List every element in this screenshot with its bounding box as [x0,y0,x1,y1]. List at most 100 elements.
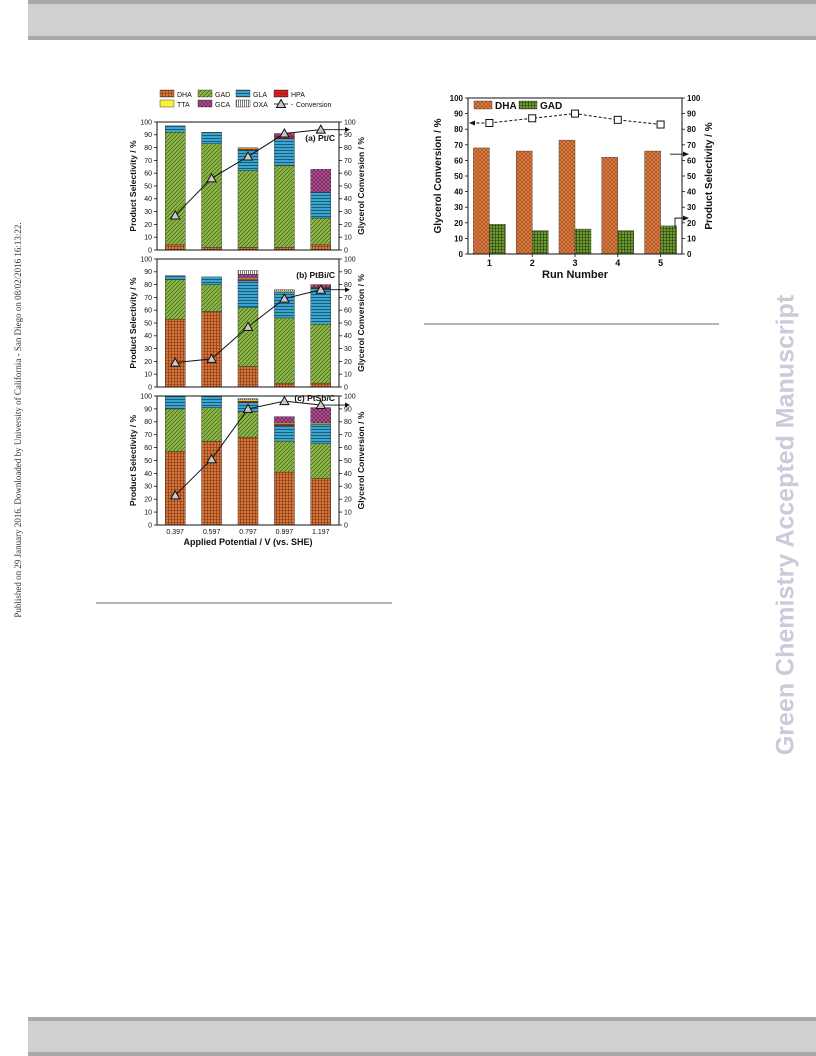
axis-arrowhead [345,127,350,133]
y2-tick-label: 10 [344,235,352,242]
x-tick-label: 1 [487,258,492,268]
y2-tick-label: 30 [344,209,352,216]
y2-tick-label: 90 [687,110,696,119]
bar-dha [237,437,259,526]
y2-tick-label: 30 [344,346,352,353]
conversion-marker [528,114,537,123]
bar-dha [237,366,259,388]
conversion-marker [315,124,327,134]
y2-tick-label: 100 [687,94,701,103]
y-tick-label: 40 [144,333,152,340]
bar-gla [164,395,186,410]
conversion-marker [242,151,254,161]
legend-label: DHA [177,92,192,99]
y-tick-label: 20 [454,219,463,228]
y2-tick-label: 80 [687,125,696,134]
conversion-marker [206,172,217,183]
y-tick-label: 0 [459,250,464,259]
y2-tick-label: 100 [344,256,356,263]
run-bar-dha [516,150,533,255]
conversion-marker [206,453,217,464]
y2-tick-label: 90 [344,406,352,413]
y-tick-label: 10 [144,372,152,379]
x-tick-label: 5 [658,258,663,268]
bar-gla [164,275,186,280]
y-tick-label: 20 [144,359,152,366]
bar-gad [237,170,259,248]
y2-tick-label: 60 [687,156,696,165]
y2-tick-label: 60 [344,308,352,315]
y-tick-label: 90 [144,269,152,276]
y-tick-label: 10 [454,234,463,243]
bar-gla [201,395,222,408]
y-tick-label: 100 [140,393,152,400]
y2-tick-label: 60 [344,171,352,178]
legend-swatch-dha [159,89,175,98]
legend-conversion-icon [275,98,287,108]
y2-tick-label: 70 [344,158,352,165]
y-tick-label: 10 [144,510,152,517]
y-tick-label: 90 [144,406,152,413]
conversion-marker [169,209,181,220]
conversion-marker [656,120,665,129]
y2-tick-label: 90 [344,269,352,276]
y-tick-label: 50 [144,320,152,327]
legend-label: TTA [177,102,190,109]
y-tick-label: 60 [144,308,152,315]
panel-label: (a) Pt/C [305,133,335,143]
y2-tick-label: 0 [344,247,348,254]
axis-arrowhead [345,402,350,408]
y-tick-label: 90 [144,132,152,139]
x-axis-label: Applied Potential / V (vs. SHE) [183,537,312,547]
legend-swatch-gla [235,89,251,98]
y-tick-label: 60 [454,156,463,165]
run-bar-gad [574,228,592,255]
y2-tick-label: 80 [344,282,352,289]
y-tick-label: 80 [144,282,152,289]
conversion-marker [485,118,494,127]
y2-tick-label: 40 [344,471,352,478]
axis-arrowhead [469,120,475,126]
figure-divider-right [424,323,719,325]
x-tick-label: 0.797 [239,529,257,536]
y-tick-label: 10 [144,235,152,242]
bar-gad [201,407,222,442]
y-axis-label: Product Selectivity / % [128,140,138,232]
bar-dha [274,382,295,388]
legend-swatch-gca [197,99,213,108]
bar-gla [310,192,331,219]
legend-dash: - [291,102,294,109]
y-tick-label: 30 [144,209,152,216]
conversion-marker [279,128,290,138]
run-bar-gad [532,230,549,255]
bar-gad [310,443,331,479]
bar-gla [164,125,186,133]
y2-tick-label: 10 [344,372,352,379]
x-tick-label: 1.197 [312,529,330,536]
y-tick-label: 50 [144,183,152,190]
y-tick-label: 20 [144,222,152,229]
x-tick-label: 0.997 [276,529,294,536]
bar-gla [274,425,295,442]
conversion-marker [242,321,254,331]
bar-oxa [274,289,295,292]
y-tick-label: 100 [450,94,464,103]
y-tick-label: 50 [144,458,152,465]
y2-axis-label: Glycerol Conversion / % [356,411,366,509]
y2-tick-label: 40 [344,196,352,203]
legend-label: Conversion [296,102,332,109]
bar-gla [237,280,259,308]
bar-gad [274,317,295,384]
y-tick-label: 60 [144,445,152,452]
y2-tick-label: 0 [344,522,348,529]
y2-tick-label: 80 [344,419,352,426]
run-bar-dha [473,147,490,255]
y2-tick-label: 90 [344,132,352,139]
bar-gad [237,411,259,438]
y2-tick-label: 30 [344,484,352,491]
bar-gca [237,274,259,279]
bar-dha [201,311,222,388]
axis-arrowhead [345,287,350,293]
y-tick-label: 30 [454,203,463,212]
y-tick-label: 90 [454,110,463,119]
